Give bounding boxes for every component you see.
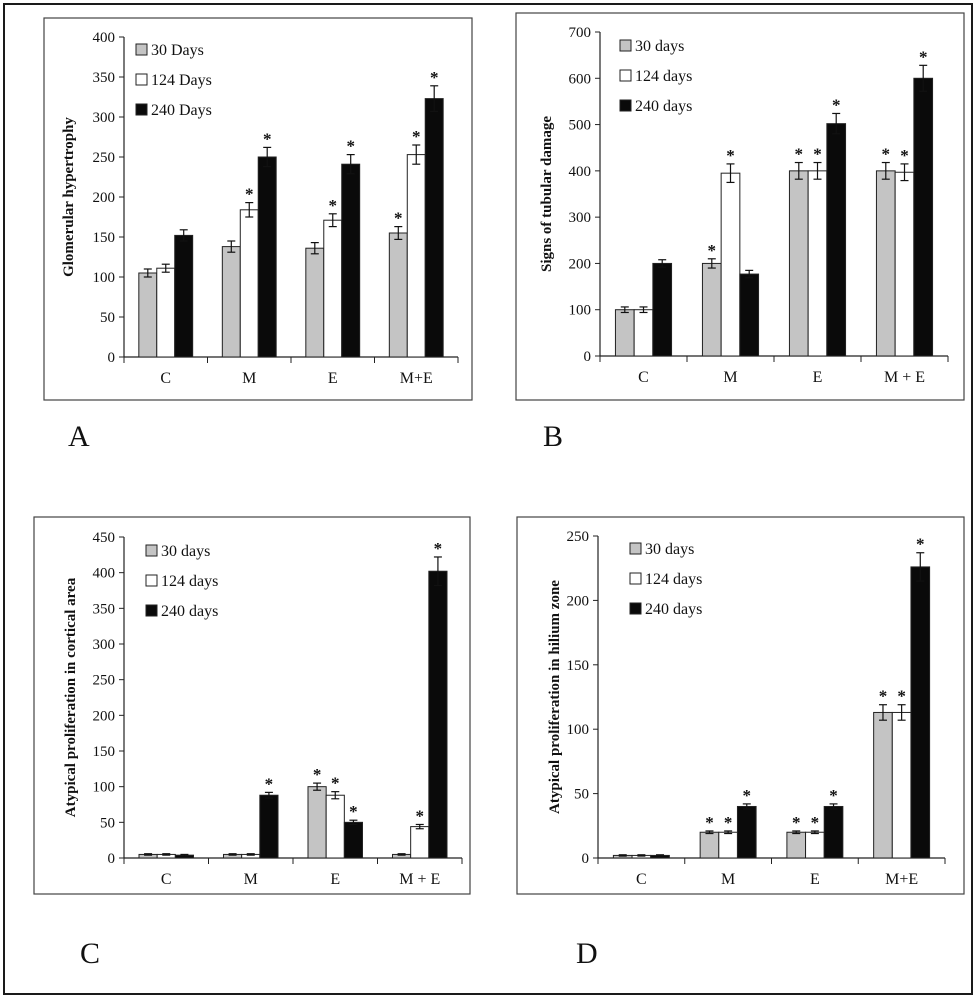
panel-label-a: A bbox=[68, 420, 90, 453]
panel-label-d: D bbox=[576, 937, 598, 970]
panel-label-b: B bbox=[543, 420, 564, 453]
panel-label-c: C bbox=[80, 937, 101, 970]
figure-frame bbox=[3, 3, 973, 995]
